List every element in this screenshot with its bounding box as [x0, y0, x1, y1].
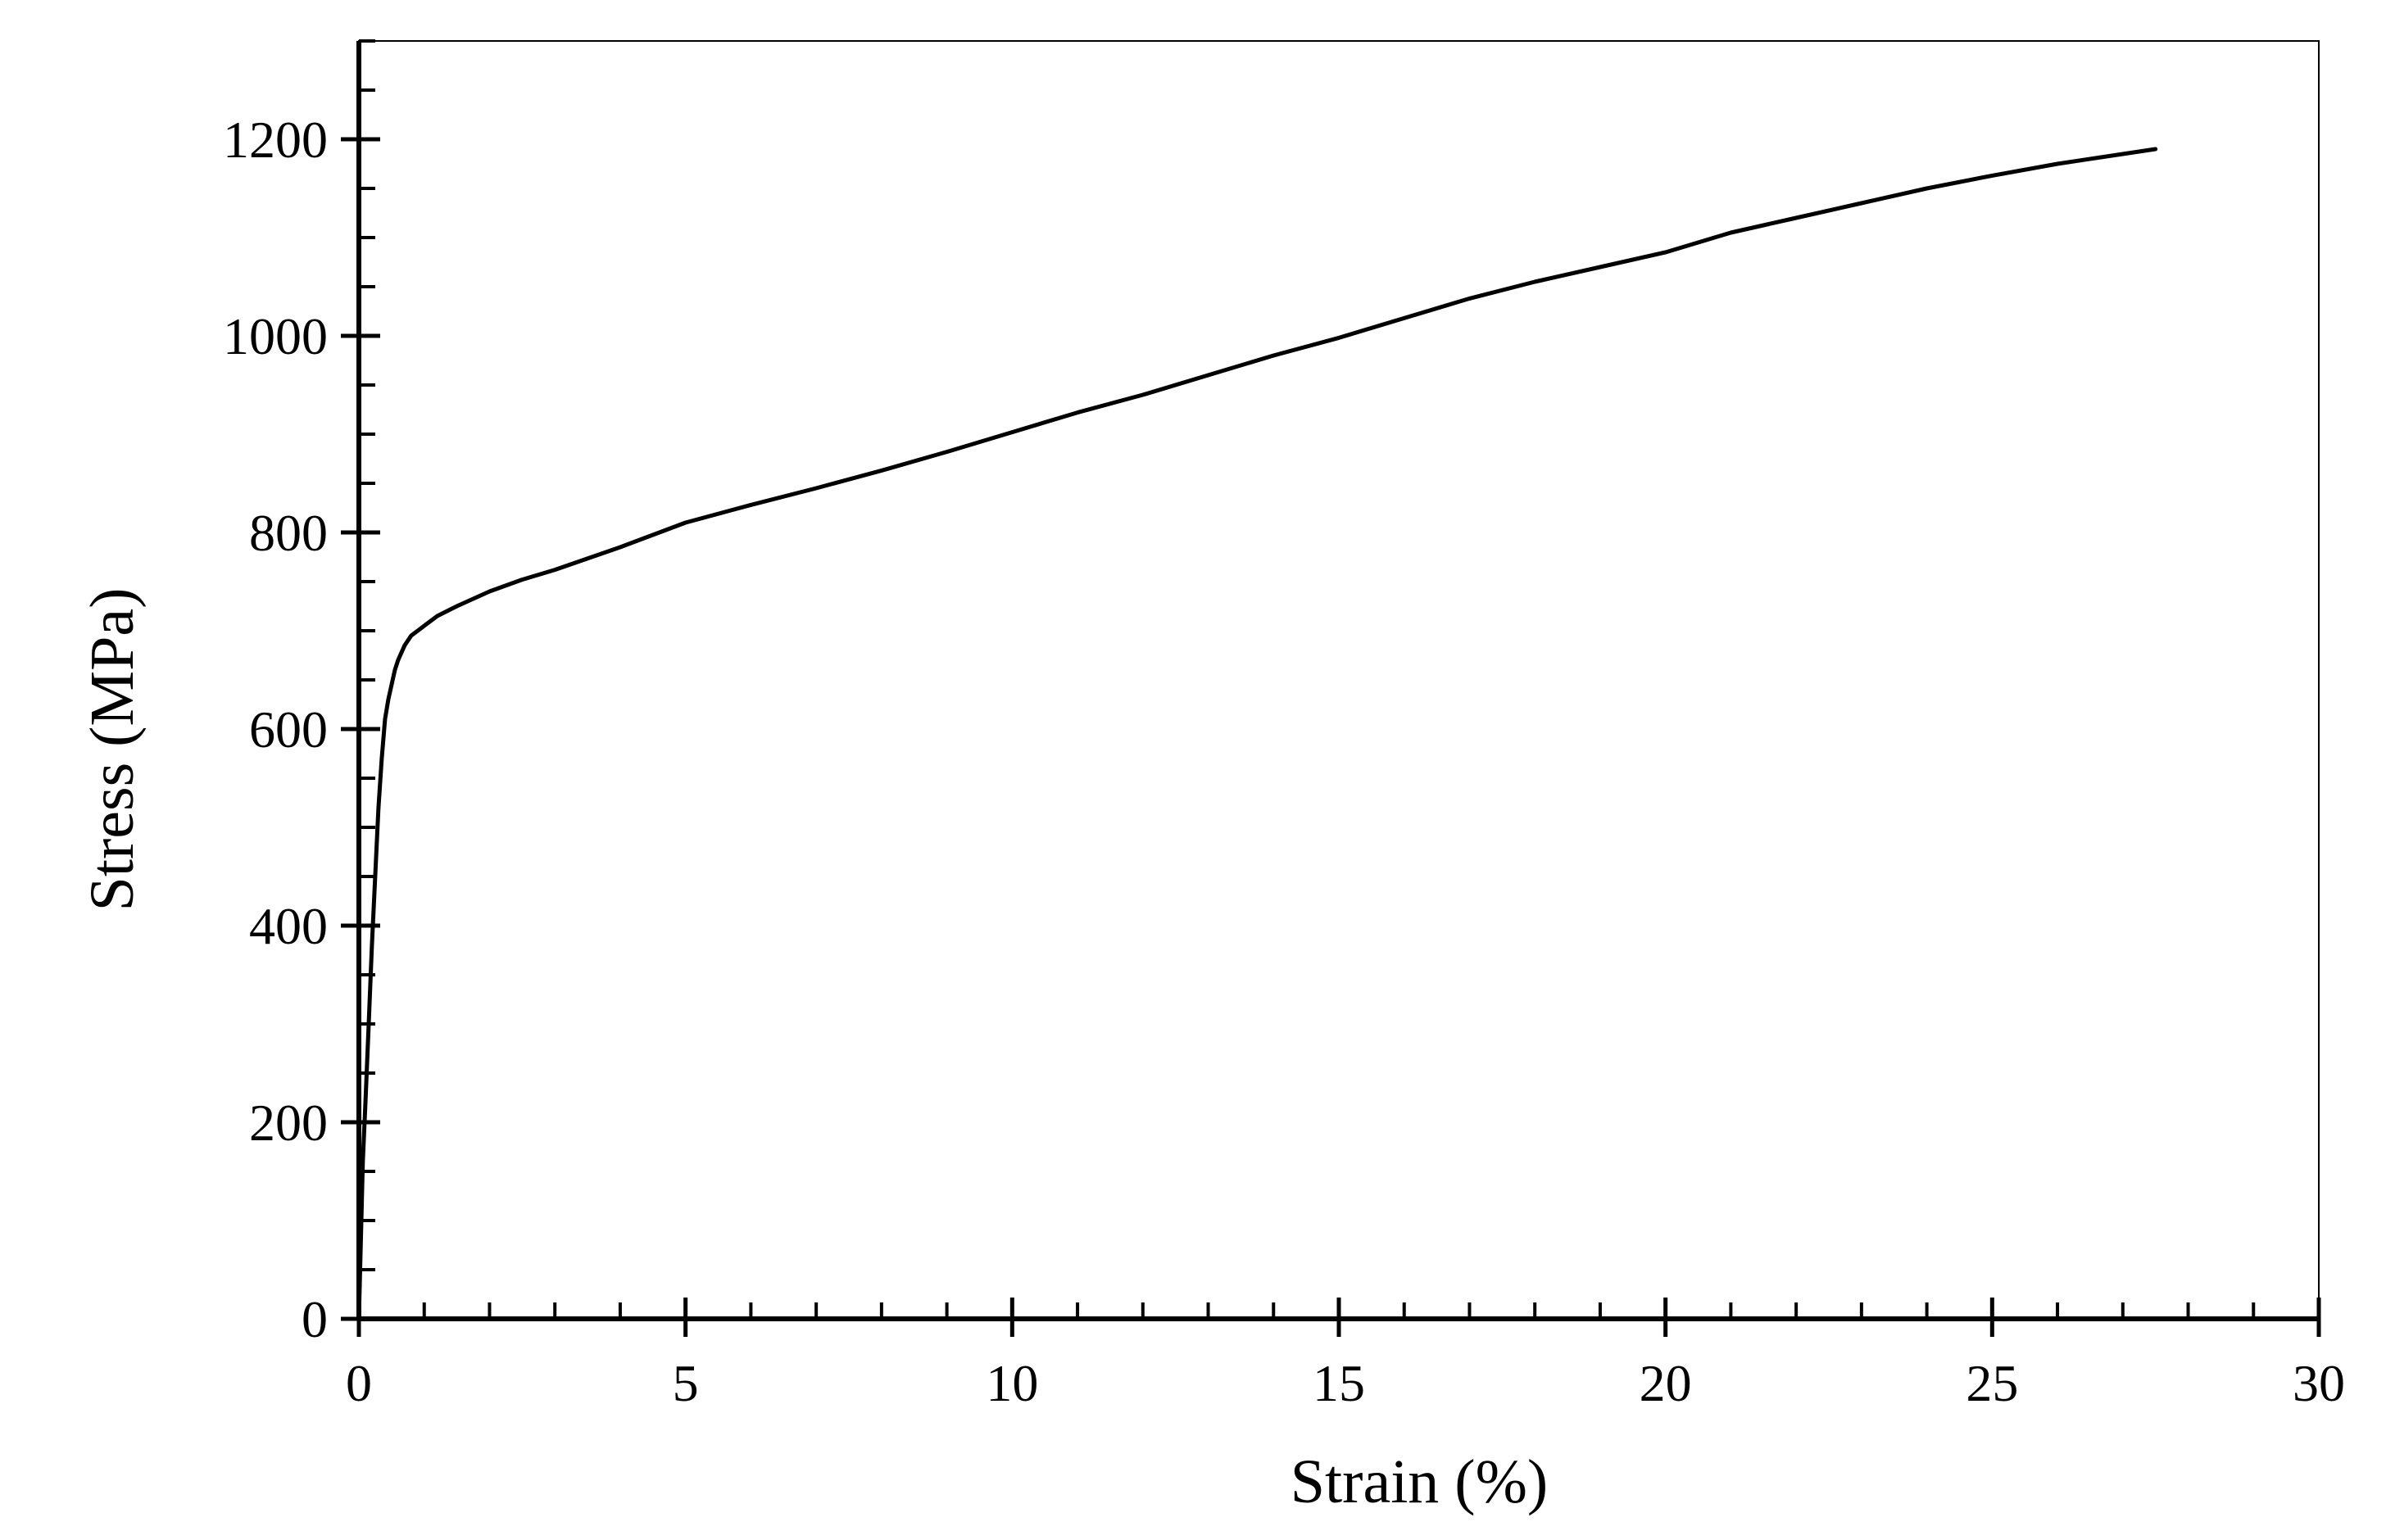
x-tick-label: 20 — [1640, 1354, 1692, 1412]
x-tick-label: 10 — [986, 1354, 1038, 1412]
y-tick-label: 800 — [249, 504, 328, 562]
minor-ticks-group — [359, 39, 2256, 1319]
x-tick-label: 15 — [1313, 1354, 1365, 1412]
y-axis-title: Stress (MPa) — [78, 588, 147, 912]
x-tick-label: 25 — [1966, 1354, 2018, 1412]
y-tick-label: 1000 — [223, 307, 328, 365]
series-group — [356, 147, 2158, 1321]
x-tick-label: 30 — [2293, 1354, 2345, 1412]
x-tick-label: 5 — [673, 1354, 699, 1412]
tick-labels-group: 0 5 10 15 20 25 30 0 200 400 600 800 1000 1200 — [223, 111, 2345, 1412]
series-line-0 — [356, 147, 2158, 1321]
y-tick-label: 200 — [249, 1094, 328, 1152]
x-tick-label: 0 — [346, 1354, 372, 1412]
y-tick-label: 600 — [249, 700, 328, 759]
x-axis-title: Strain (%) — [1291, 1447, 1548, 1516]
y-tick-label: 0 — [302, 1290, 328, 1348]
y-tick-label: 400 — [249, 897, 328, 955]
y-tick-label: 1200 — [223, 111, 328, 169]
